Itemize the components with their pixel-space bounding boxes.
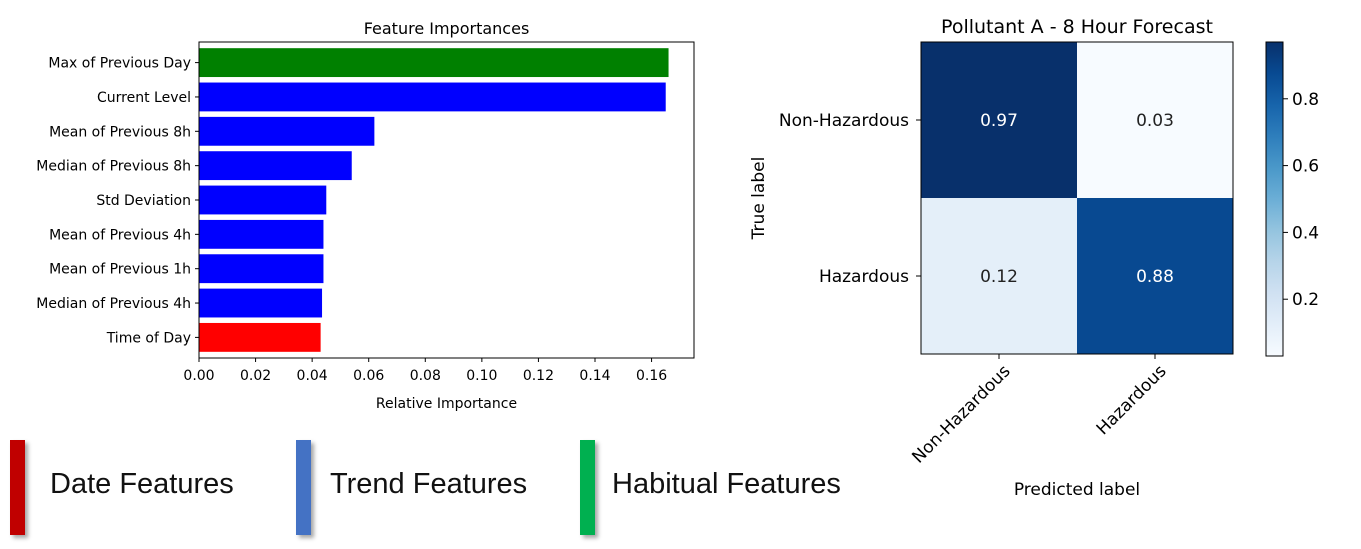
heatmap-cell bbox=[921, 198, 1077, 354]
colorbar-tick-label: 0.2 bbox=[1292, 290, 1319, 310]
legend-label-trend: Trend Features bbox=[330, 468, 528, 500]
x-tick-label: 0.08 bbox=[410, 368, 441, 384]
plot-frame bbox=[198, 41, 695, 359]
x-tick-label: 0.00 bbox=[183, 368, 214, 384]
legend-swatch-trend bbox=[296, 440, 311, 535]
y-tick-label: Current Level bbox=[97, 90, 191, 106]
heatmap-cell bbox=[1077, 42, 1233, 198]
x-axis-label: Relative Importance bbox=[376, 396, 517, 412]
y-tick-label: Hazardous bbox=[819, 267, 909, 287]
cell-value-label: 0.12 bbox=[980, 267, 1018, 287]
y-tick-label: Mean of Previous 4h bbox=[49, 227, 191, 243]
y-tick-label: Max of Previous Day bbox=[48, 56, 191, 72]
cell-value-label: 0.88 bbox=[1136, 267, 1174, 287]
y-tick-label: Mean of Previous 8h bbox=[49, 124, 191, 140]
colorbar-tick-label: 0.8 bbox=[1292, 90, 1319, 110]
colorbar-tick-label: 0.6 bbox=[1292, 157, 1319, 177]
y-tick-label: Median of Previous 4h bbox=[36, 296, 191, 312]
x-tick-label: 0.06 bbox=[353, 368, 384, 384]
cell-value-label: 0.97 bbox=[980, 111, 1018, 131]
x-tick-label: 0.04 bbox=[297, 368, 328, 384]
bar-1 bbox=[199, 48, 669, 78]
legend-label-habitual: Habitual Features bbox=[612, 468, 841, 500]
bar-9 bbox=[199, 322, 321, 352]
legend-swatch-date bbox=[10, 440, 25, 535]
heatmap-cell bbox=[921, 42, 1077, 198]
bar-6 bbox=[199, 219, 324, 249]
confusion-matrix-chart: Pollutant A - 8 Hour Forecast 0.97 0.03 0.1… bbox=[749, 16, 1319, 500]
colorbar-tick-label: 0.4 bbox=[1292, 223, 1319, 243]
bar-7 bbox=[199, 254, 324, 284]
x-axis-label: Predicted label bbox=[1014, 480, 1140, 500]
x-tick-label: Non-Hazardous bbox=[908, 361, 1014, 467]
x-tick-label: 0.02 bbox=[240, 368, 271, 384]
x-tick-label: Hazardous bbox=[1093, 361, 1171, 439]
cell-value-label: 0.03 bbox=[1136, 111, 1174, 131]
y-tick-label: Non-Hazardous bbox=[779, 111, 909, 131]
legend-swatch-habitual bbox=[580, 440, 595, 535]
colorbar bbox=[1265, 41, 1284, 357]
legend-label-date: Date Features bbox=[50, 468, 234, 500]
bar-2 bbox=[199, 82, 666, 112]
chart-title: Feature Importances bbox=[364, 19, 530, 38]
bar-8 bbox=[199, 288, 323, 318]
feature-importance-chart: Feature Importances Max of Previous Day Cu… bbox=[36, 19, 695, 412]
chart-title: Pollutant A - 8 Hour Forecast bbox=[941, 16, 1213, 38]
bar-3 bbox=[199, 116, 375, 146]
x-tick-label: 0.16 bbox=[636, 368, 667, 384]
x-tick-label: 0.14 bbox=[579, 368, 610, 384]
y-tick-label: Std Deviation bbox=[96, 193, 191, 209]
y-tick-label: Time of Day bbox=[106, 330, 191, 346]
y-tick-label: Mean of Previous 1h bbox=[49, 262, 191, 278]
y-axis-label: True label bbox=[749, 157, 769, 241]
x-tick-label: 0.10 bbox=[466, 368, 497, 384]
bar-5 bbox=[199, 185, 327, 215]
plot-frame bbox=[920, 41, 1234, 355]
heatmap-cell bbox=[1077, 198, 1233, 354]
bar-4 bbox=[199, 151, 352, 181]
y-tick-label: Median of Previous 8h bbox=[36, 159, 191, 175]
x-tick-label: 0.12 bbox=[523, 368, 554, 384]
